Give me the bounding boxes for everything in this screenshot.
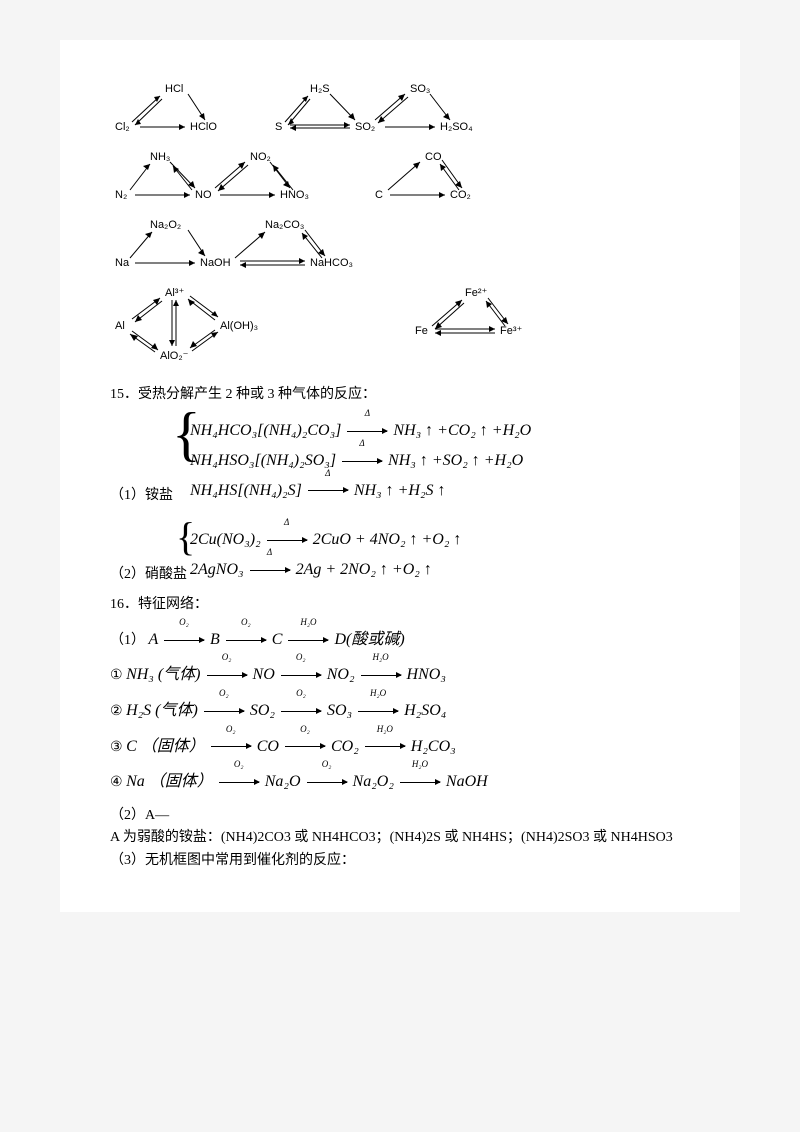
sub-label: （2）A— [110,805,690,827]
question-title: 16．特征网络： [110,594,690,616]
node-label: AlO₂⁻ [160,350,189,362]
equation: 2Cu(NO₃)₂ Δ 2CuO + 4NO₂ ↑ +O₂ ↑ [190,527,461,553]
diagram-iron: Fe²⁺ Fe Fe³⁺ [410,284,540,344]
node-label: NaOH [200,257,231,269]
node-label: NH₃ [150,151,170,163]
node-label: Na₂CO₃ [265,219,304,231]
node-label: Cl₂ [115,121,130,133]
node-label: Al(OH)₃ [220,320,258,332]
reaction-chain: ③ C （固体） O₂ CO O₂ CO₂ H₂O H₂CO₃ [110,734,690,760]
reaction-chain: （1） A O₂ B O₂ C H₂O D(酸或碱) [110,627,690,653]
node-label: H₂SO₄ [440,121,473,133]
node-label: Fe [415,325,428,337]
diagram-row: NH₃ NO₂ N₂ NO HNO₃ CO C CO₂ [110,148,690,208]
node-label: Al³⁺ [165,287,184,299]
node-label: Na₂O₂ [150,219,181,231]
node-label: N₂ [115,189,127,201]
equation: NH₄HS[(NH₄)₂S] Δ NH₃ ↑ +H₂S ↑ [190,478,531,504]
diagram-sulfur: H₂S SO₃ S SO₂ H₂SO₄ [270,80,490,140]
node-label: S [275,121,282,133]
reaction-chain: ④ Na （固体） O₂ Na₂O O₂ Na₂O₂ H₂O NaOH [110,769,690,795]
diagram-row: Al³⁺ Al Al(OH)₃ AlO₂⁻ Fe²⁺ Fe Fe³⁺ [110,284,690,364]
reaction-chain: ② H₂S (气体) O₂ SO₂ O₂ SO₃ H₂O H₂SO₄ [110,698,690,724]
sub-label: （1）铵盐 [110,485,190,507]
node-label: SO₃ [410,83,430,95]
diagram-row: HCl Cl₂ HClO H₂S SO₃ S SO₂ H₂SO₄ [110,80,690,140]
node-label: Fe²⁺ [465,287,488,299]
node-label: Na [115,257,130,269]
diagram-hcl: HCl Cl₂ HClO [110,80,230,140]
node-label: SO₂ [355,121,375,133]
node-label: CO [425,151,442,163]
node-label: NaHCO₃ [310,257,353,269]
equation: 2AgNO₃ Δ 2Ag + 2NO₂ ↑ +O₂ ↑ [190,557,461,583]
node-label: C [375,189,383,201]
document-page: HCl Cl₂ HClO H₂S SO₃ S SO₂ H₂SO₄ [60,40,740,912]
diagram-nitrogen: NH₃ NO₂ N₂ NO HNO₃ [110,148,330,208]
node-label: Al [115,320,125,332]
brace-icon: { [172,404,201,464]
node-label: HCl [165,83,183,95]
diagram-sodium: Na₂O₂ Na₂CO₃ Na NaOH NaHCO₃ [110,216,390,276]
diagram-row: Na₂O₂ Na₂CO₃ Na NaOH NaHCO₃ [110,216,690,276]
diagram-carbon: CO C CO₂ [370,148,490,208]
node-label: Fe³⁺ [500,325,523,337]
body-text: A 为弱酸的铵盐：(NH4)2CO3 或 NH4HCO3；(NH4)2S 或 N… [110,827,690,849]
question-16: 16．特征网络： （1） A O₂ B O₂ C H₂O D(酸或碱) ① NH… [110,594,690,872]
reaction-diagrams: HCl Cl₂ HClO H₂S SO₃ S SO₂ H₂SO₄ [110,80,690,364]
sub-label: （3）无机框图中常用到催化剂的反应： [110,850,690,872]
node-label: H₂S [310,83,330,95]
node-label: HNO₃ [280,189,309,201]
node-label: HClO [190,121,217,133]
node-label: NO₂ [250,151,271,163]
brace-icon: { [176,517,195,557]
question-15: 15．受热分解产生 2 种或 3 种气体的反应： （1）铵盐 { NH₄HCO₃… [110,384,690,586]
equation: NH₄HSO₃[(NH₄)₂SO₃] Δ NH₃ ↑ +SO₂ ↑ +H₂O [190,448,531,474]
diagram-aluminum: Al³⁺ Al Al(OH)₃ AlO₂⁻ [110,284,290,364]
sub-label: （2）硝酸盐 [110,564,190,586]
node-label: CO₂ [450,189,471,201]
node-label: NO [195,189,212,201]
reaction-chain: ① NH₃ (气体) O₂ NO O₂ NO₂ H₂O HNO₃ [110,662,690,688]
